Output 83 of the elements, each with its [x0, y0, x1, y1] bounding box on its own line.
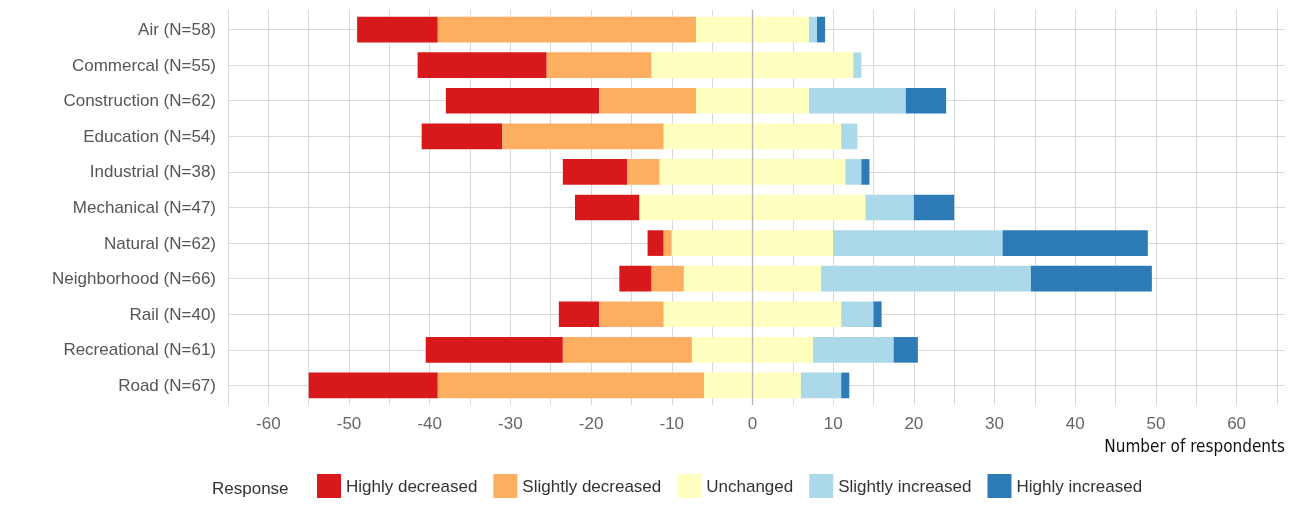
bar: [619, 265, 652, 292]
bar: [861, 159, 870, 185]
legend-title: Response: [212, 479, 289, 498]
x-tick-label: -40: [417, 414, 443, 433]
x-tick-label: 60: [1227, 414, 1247, 433]
bar: [1030, 265, 1152, 292]
bar: [873, 301, 882, 328]
x-axis-title: Number of respondents: [1104, 435, 1286, 456]
x-tick-label: 10: [823, 414, 843, 433]
bar: [502, 123, 664, 150]
y-tick-label: Rail (N=40): [129, 304, 216, 324]
bar: [562, 337, 692, 363]
bar: [671, 230, 834, 256]
bar: [663, 230, 672, 256]
y-tick-label: Recreational (N=61): [63, 340, 216, 360]
legend-label: Highly decreased: [346, 476, 478, 496]
bar: [800, 372, 842, 399]
bar: [639, 194, 866, 221]
bar: [627, 159, 660, 185]
legend-label: Slightly increased: [838, 476, 972, 496]
bar: [647, 230, 664, 256]
legend-label: Slightly decreased: [522, 476, 662, 496]
bar: [853, 52, 862, 78]
bar: [812, 337, 894, 363]
bar: [683, 265, 822, 292]
bar: [417, 52, 547, 78]
x-tick-label: 50: [1146, 414, 1166, 433]
bar: [558, 301, 600, 328]
bar: [562, 159, 628, 185]
bar: [445, 87, 600, 114]
bar: [357, 16, 438, 43]
y-tick-label: Mechanical (N=47): [72, 198, 216, 217]
y-tick-label: Air (N=58): [138, 20, 216, 40]
bar: [817, 16, 826, 43]
bar: [1002, 230, 1148, 256]
y-tick-label: Education (N=54): [83, 126, 216, 146]
bar: [599, 87, 696, 114]
bar: [905, 87, 947, 114]
y-tick-label: Construction (N=62): [63, 91, 216, 111]
bar: [421, 123, 503, 150]
bar: [691, 337, 813, 363]
bar: [425, 337, 563, 363]
bar: [841, 301, 874, 328]
y-tick-label: Commercal (N=55): [71, 55, 216, 75]
bar: [845, 159, 862, 185]
bar: [663, 123, 842, 150]
x-tick-label: 0: [747, 414, 758, 433]
bar: [821, 265, 1031, 292]
bar: [893, 337, 918, 363]
bar: [437, 16, 696, 43]
bar: [695, 87, 809, 114]
bar: [437, 372, 705, 399]
y-tick-label: Neighborhood (N=66): [52, 269, 216, 289]
bar: [308, 372, 438, 399]
legend-label: Unchanged: [706, 476, 794, 496]
y-tick-label: Road (N=67): [118, 375, 216, 395]
bar: [574, 194, 640, 221]
bar: [704, 372, 801, 399]
x-tick-label: -60: [256, 414, 281, 433]
legend-label: Highly increased: [1016, 476, 1143, 496]
bar: [833, 230, 1003, 256]
bar: [841, 123, 858, 150]
x-tick-label: 40: [1065, 414, 1085, 433]
x-tick-label: 30: [985, 414, 1004, 433]
bar: [546, 52, 652, 78]
bar: [808, 16, 818, 43]
x-tick-label: -10: [659, 414, 685, 433]
bar: [599, 301, 664, 328]
x-tick-label: -50: [336, 414, 362, 433]
bar: [841, 372, 850, 399]
bar: [865, 194, 914, 221]
bar: [808, 87, 906, 114]
bar: [659, 159, 846, 185]
x-tick-label: -30: [498, 414, 523, 433]
y-tick-label: Industrial (N=38): [89, 162, 216, 182]
x-tick-label: 20: [904, 414, 924, 433]
y-tick-label: Natural (N=62): [104, 233, 216, 253]
bar: [913, 194, 955, 221]
bar: [651, 265, 684, 292]
bar: [695, 16, 809, 43]
bar: [651, 52, 854, 78]
x-tick-label: -20: [578, 414, 604, 433]
bar: [663, 301, 842, 328]
